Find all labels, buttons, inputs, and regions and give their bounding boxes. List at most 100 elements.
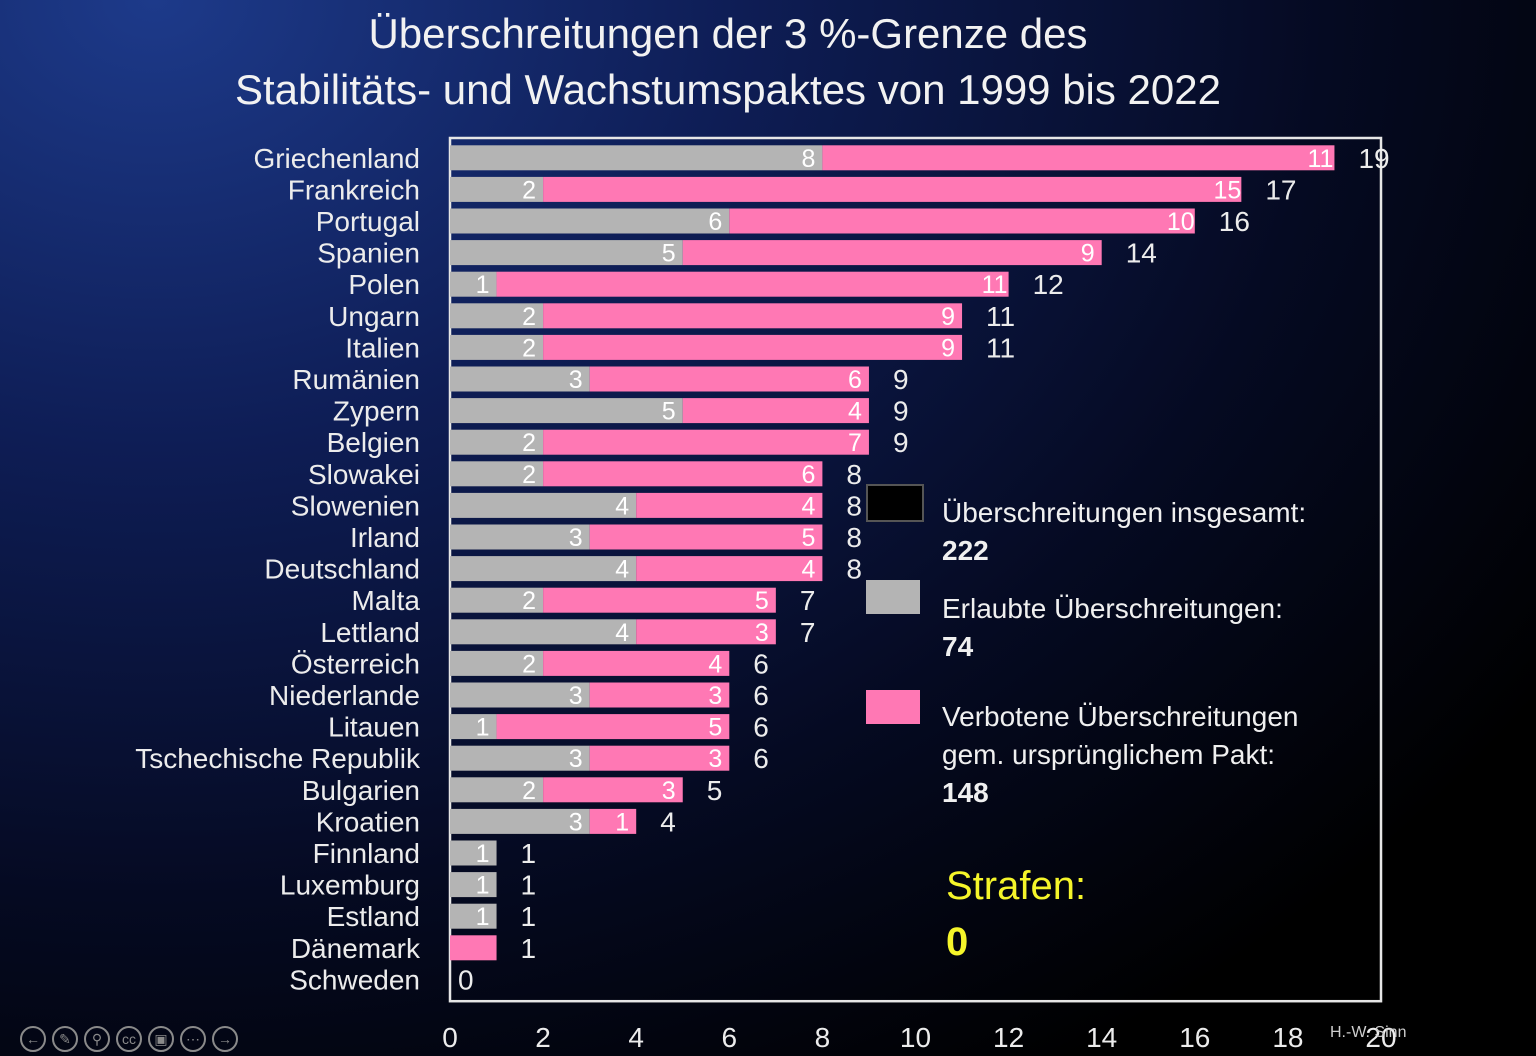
back-icon[interactable]: ←	[20, 1026, 46, 1052]
bar-total-label: 11	[986, 332, 1015, 363]
category-label: Finnland	[313, 838, 420, 869]
bar-allowed	[450, 903, 497, 929]
bar-forbidden-label: 3	[708, 682, 722, 710]
bar-allowed-label: 3	[569, 745, 583, 773]
category-label: Österreich	[291, 648, 420, 679]
category-label: Lettland	[320, 617, 420, 648]
bar-forbidden	[589, 524, 823, 550]
bar-forbidden-label: 4	[848, 398, 862, 426]
bar-allowed	[450, 682, 590, 708]
bar-forbidden-label: 10	[1167, 208, 1195, 236]
x-tick-label: 14	[1086, 1022, 1117, 1053]
bar-allowed	[450, 176, 544, 202]
bar-allowed	[450, 808, 590, 834]
bar-allowed	[450, 840, 497, 866]
bar-forbidden-label: 11	[982, 271, 1008, 299]
bar-allowed	[450, 271, 497, 297]
bar-allowed-label: 3	[569, 808, 583, 836]
category-label: Polen	[348, 269, 420, 300]
chart-title-line1: Überschreitungen der 3 %-Grenze des	[368, 10, 1088, 57]
bar-forbidden-label: 3	[755, 619, 769, 647]
bar-allowed-label: 2	[522, 334, 536, 362]
bar-total-label: 0	[458, 964, 474, 995]
chart-title-line2: Stabilitäts- und Wachstumspaktes von 199…	[235, 66, 1221, 113]
bar-allowed	[450, 619, 637, 645]
bar-forbidden	[636, 619, 776, 645]
legend-allowed: Erlaubte Überschreitungen: 74	[942, 590, 1283, 666]
bar-allowed	[450, 524, 590, 550]
x-tick-label: 12	[993, 1022, 1024, 1053]
bar-allowed-label: 2	[522, 587, 536, 615]
presentation-controls: ← ✎ ⚲ cc ▣ ⋯ →	[20, 1026, 238, 1052]
bar-allowed	[450, 745, 590, 771]
bar-total-label: 1	[521, 901, 537, 932]
bar-forbidden	[543, 303, 963, 329]
x-tick-label: 20	[1365, 1022, 1396, 1053]
bar-forbidden	[543, 777, 683, 803]
bar-total-label: 6	[753, 648, 769, 679]
bar-total-label: 9	[893, 364, 909, 395]
category-label: Niederlande	[269, 680, 420, 711]
bar-forbidden-label: 15	[1213, 176, 1241, 204]
bar-forbidden-label: 3	[708, 745, 722, 773]
bar-total-label: 7	[800, 585, 816, 616]
bar-allowed-label: 2	[522, 650, 536, 678]
bar-total-label: 1	[521, 933, 537, 964]
bar-total-label: 1	[521, 870, 537, 901]
bar-allowed	[450, 587, 544, 613]
bar-allowed-label: 5	[662, 398, 676, 426]
bar-allowed-label: 4	[615, 619, 629, 647]
bar-forbidden-label: 4	[801, 492, 815, 520]
camera-icon[interactable]: ▣	[148, 1026, 174, 1052]
bar-forbidden-label: 5	[801, 524, 815, 552]
bar-allowed-label: 8	[801, 145, 815, 173]
bar-allowed-label: 2	[522, 461, 536, 489]
pen-icon[interactable]: ✎	[52, 1026, 78, 1052]
bar-total-label: 14	[1126, 238, 1157, 269]
captions-icon[interactable]: cc	[116, 1026, 142, 1052]
bar-allowed	[450, 556, 637, 582]
bar-allowed-label: 3	[569, 366, 583, 394]
bar-total-label: 9	[893, 396, 909, 427]
bar-allowed-label: 2	[522, 777, 536, 805]
bar-forbidden	[496, 714, 730, 740]
legend-total-value: 222	[942, 535, 989, 566]
category-label: Ungarn	[328, 301, 420, 332]
bar-total-label: 11	[986, 301, 1015, 332]
x-tick-label: 4	[628, 1022, 644, 1053]
bar-total-label: 16	[1219, 206, 1250, 237]
bar-forbidden	[589, 682, 730, 708]
category-label: Luxemburg	[280, 870, 420, 901]
bar-allowed-label: 2	[522, 303, 536, 331]
category-label: Slowenien	[291, 490, 420, 521]
x-tick-label: 6	[722, 1022, 738, 1053]
forward-icon[interactable]: →	[212, 1026, 238, 1052]
category-label: Rumänien	[292, 364, 420, 395]
category-label: Portugal	[316, 206, 420, 237]
bar-total-label: 6	[753, 680, 769, 711]
bar-forbidden	[822, 145, 1335, 171]
bar-forbidden-label: 4	[708, 650, 722, 678]
bar-allowed	[450, 145, 823, 171]
bar-forbidden	[450, 935, 497, 961]
bar-allowed	[450, 777, 544, 803]
bar-allowed	[450, 398, 683, 424]
bar-forbidden-label: 11	[1307, 145, 1333, 173]
bar-allowed	[450, 240, 683, 266]
x-tick-label: 16	[1179, 1022, 1210, 1053]
bar-allowed	[450, 872, 497, 898]
bar-allowed	[450, 714, 497, 740]
legend-forbidden-value: 148	[942, 777, 989, 808]
category-label: Frankreich	[288, 174, 420, 205]
bar-forbidden	[682, 240, 1102, 266]
bar-forbidden	[543, 176, 1242, 202]
x-tick-label: 0	[442, 1022, 458, 1053]
legend-forbidden-swatch	[866, 690, 920, 724]
bar-allowed	[450, 429, 544, 455]
bar-forbidden	[636, 492, 823, 518]
zoom-icon[interactable]: ⚲	[84, 1026, 110, 1052]
legend-total-label: Überschreitungen insgesamt:	[942, 497, 1307, 528]
category-label: Slowakei	[308, 459, 420, 490]
more-icon[interactable]: ⋯	[180, 1026, 206, 1052]
